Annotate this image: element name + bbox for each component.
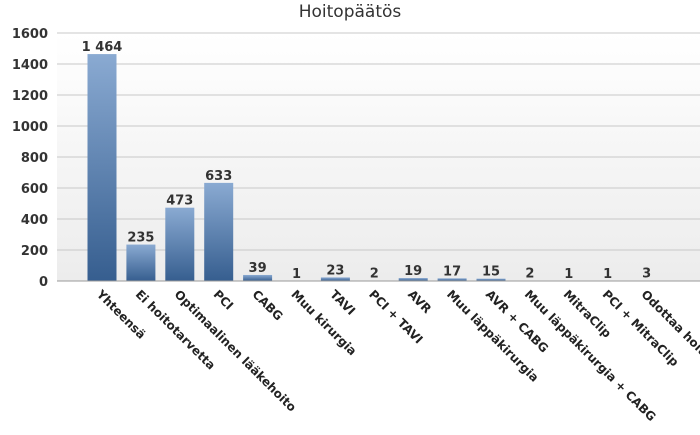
x-tick-label: PCI (211, 287, 237, 313)
data-label: 1 (564, 267, 573, 282)
bar (126, 244, 156, 281)
data-label: 39 (249, 261, 267, 276)
data-labels: 1 464 235 473 633 39 1 23 2 19 17 15 2 1 1 3 (82, 40, 651, 282)
grid-lines (57, 32, 700, 251)
bars (87, 54, 662, 281)
data-label: 473 (166, 194, 193, 209)
y-tick-label: 800 (21, 151, 48, 166)
x-tick-label: CABG (249, 287, 285, 323)
bar (243, 274, 273, 281)
data-label: 1 (603, 267, 612, 282)
bar (437, 278, 467, 281)
x-tick-label: TAVI (327, 287, 358, 318)
bar (476, 278, 506, 281)
bar (87, 54, 117, 281)
y-tick-label: 400 (21, 213, 48, 228)
y-tick-label: 1600 (12, 27, 48, 42)
y-tick-label: 200 (21, 244, 48, 259)
y-tick-label: 1000 (12, 120, 48, 135)
data-label: 633 (205, 169, 232, 184)
bar (165, 207, 195, 281)
data-label: 3 (642, 267, 651, 282)
data-label: 15 (482, 265, 500, 280)
data-label: 2 (525, 267, 534, 282)
y-tick-label: 1400 (12, 58, 48, 73)
bar (320, 277, 350, 281)
data-label: 23 (326, 263, 344, 278)
data-label: 235 (127, 231, 154, 246)
y-tick-label: 0 (39, 275, 48, 290)
data-label: 17 (443, 264, 461, 279)
data-label: 1 464 (82, 40, 123, 55)
bar (204, 182, 234, 281)
y-tick-label: 600 (21, 182, 48, 197)
bar (398, 278, 428, 281)
x-tick-label: AVR (405, 287, 434, 316)
data-label: 1 (292, 267, 301, 282)
y-tick-label: 1200 (12, 89, 48, 104)
chart-title: Hoitopäätös (298, 2, 402, 22)
y-axis-tick-labels: 0 200 400 600 800 1000 1200 1400 1600 (12, 27, 48, 290)
data-label: 2 (370, 267, 379, 282)
data-label: 19 (404, 264, 422, 279)
